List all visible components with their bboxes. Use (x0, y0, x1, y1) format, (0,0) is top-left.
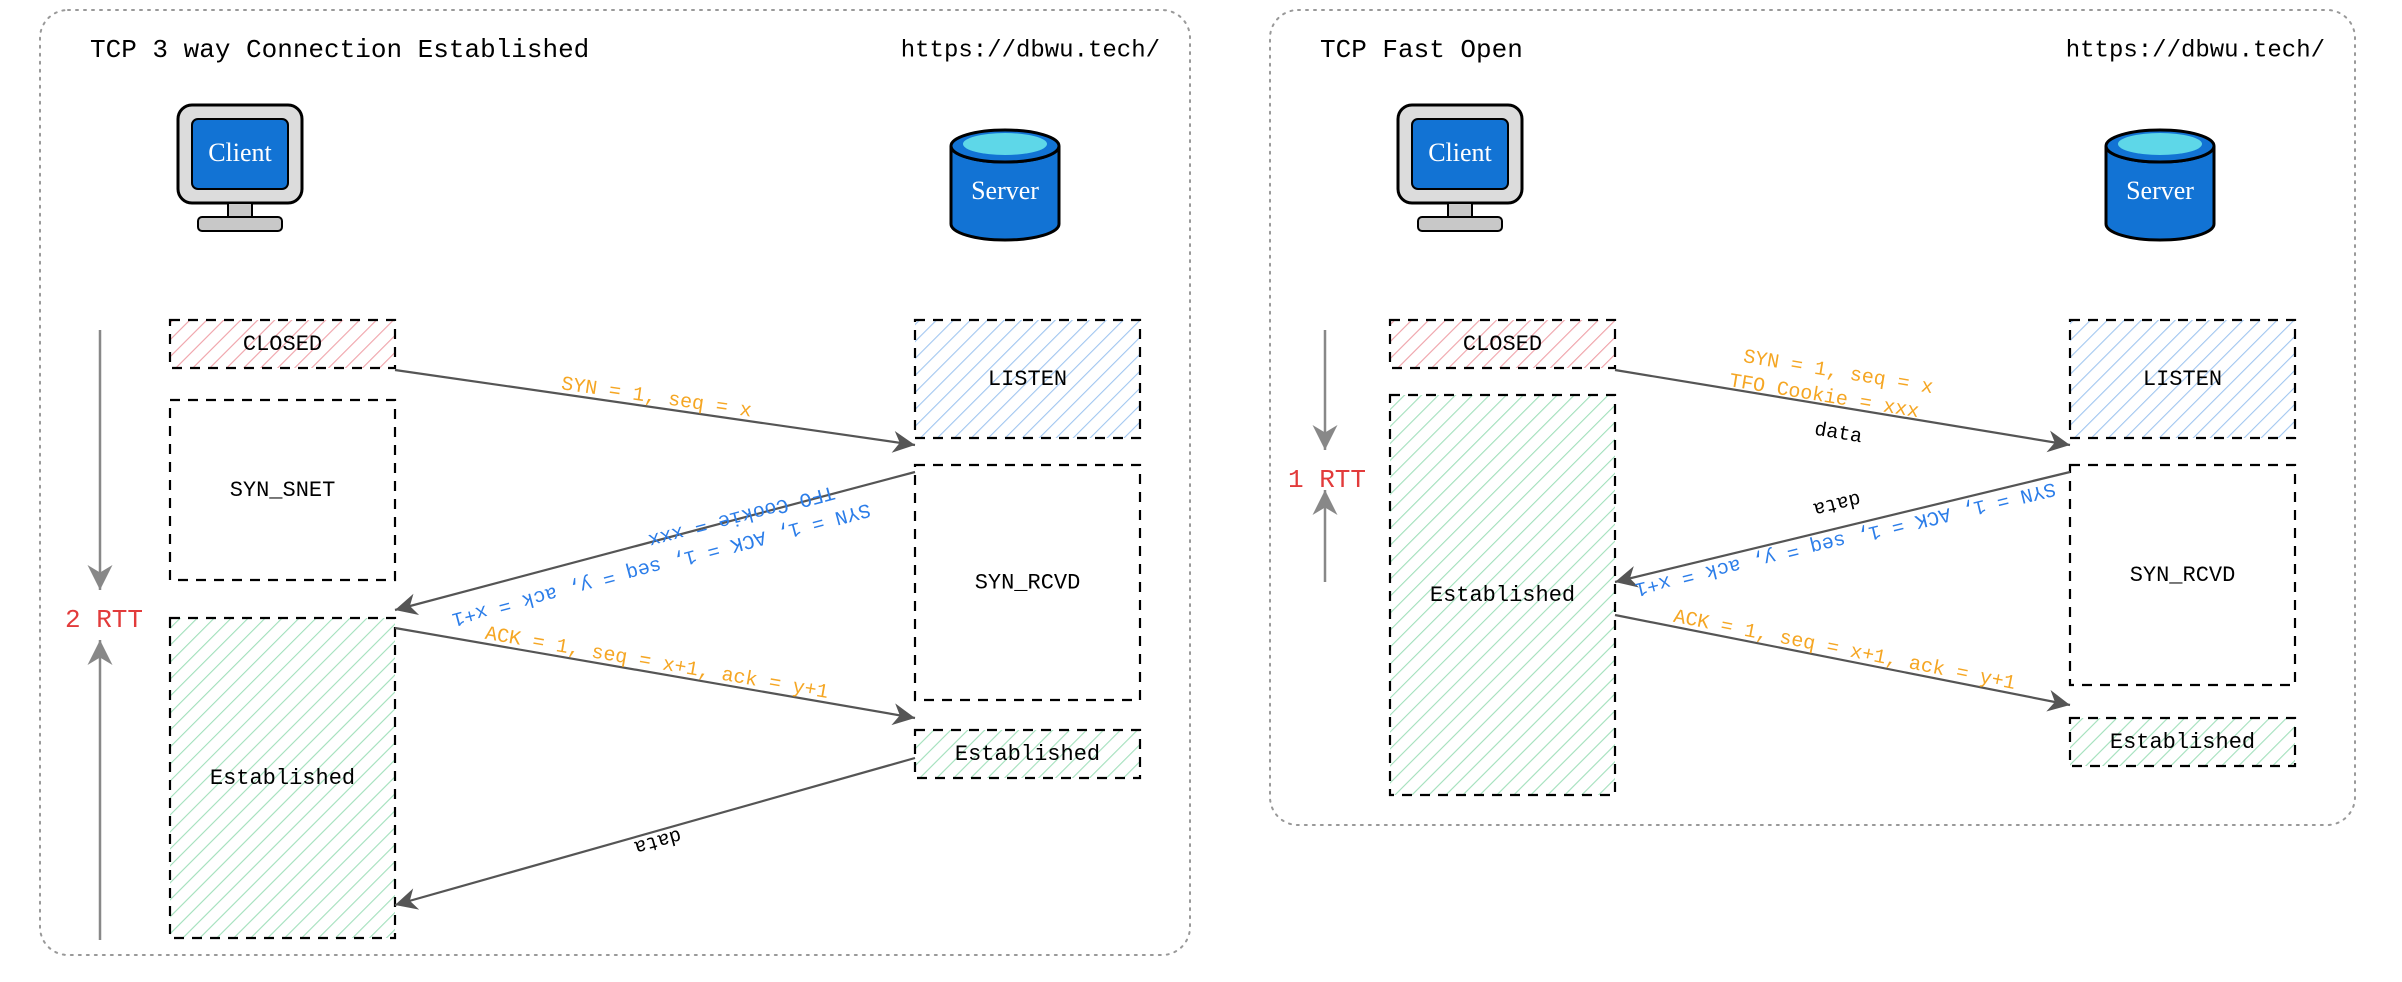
state-label: Established (2110, 730, 2255, 755)
client-label: Client (208, 138, 272, 167)
panel-title: TCP 3 way Connection Established (90, 35, 589, 65)
state-label: CLOSED (1463, 332, 1542, 357)
message-label: data (631, 823, 683, 858)
state-label: Established (210, 766, 355, 791)
state-label: LISTEN (988, 367, 1067, 392)
state-label: SYN_RCVD (2130, 563, 2236, 588)
message-label: data (1811, 486, 1863, 520)
message-label: SYN = 1, ACK = 1, seq = y, ack = x+1 (449, 497, 873, 630)
state-label: Established (955, 742, 1100, 767)
client-label: Client (1428, 138, 1492, 167)
message-label: data (1813, 419, 1864, 450)
message-label: SYN = 1, seq = x (560, 373, 753, 423)
client-icon: Client (178, 105, 302, 231)
panel-title: TCP Fast Open (1320, 35, 1523, 65)
state-label: SYN_RCVD (975, 570, 1081, 595)
panel-url: https://dbwu.tech/ (2066, 37, 2325, 64)
message-label: ACK = 1, seq = x+1, ack = y+1 (483, 623, 830, 705)
server-icon: Server (2106, 130, 2214, 240)
state-label: LISTEN (2143, 367, 2222, 392)
server-label: Server (971, 176, 1039, 205)
panel-left: TCP 3 way Connection Established https://… (40, 10, 1190, 955)
state-label: Established (1430, 583, 1575, 608)
state-label: CLOSED (243, 332, 322, 357)
server-icon: Server (951, 130, 1059, 240)
server-label: Server (2126, 176, 2194, 205)
rtt-label: 1 RTT (1288, 465, 1366, 495)
diagram-canvas: TCP 3 way Connection Established https://… (0, 0, 2402, 982)
panel-right: TCP Fast Open https://dbwu.tech/Client Ser… (1270, 10, 2355, 825)
message-label: ACK = 1, seq = x+1, ack = y+1 (1671, 606, 2017, 696)
panel-url: https://dbwu.tech/ (901, 37, 1160, 64)
state-label: SYN_SNET (230, 478, 336, 503)
rtt-label: 2 RTT (65, 605, 143, 635)
client-icon: Client (1398, 105, 1522, 231)
